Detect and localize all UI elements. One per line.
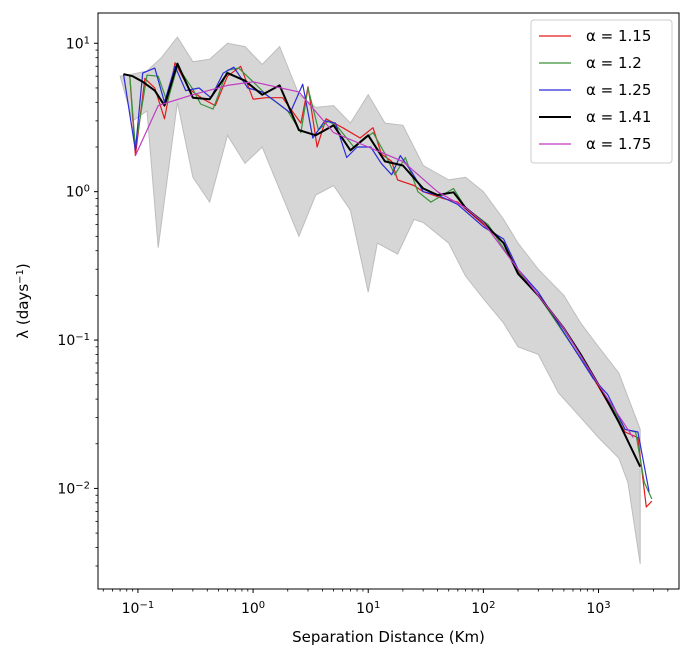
tick-label: 10−1	[57, 332, 90, 350]
tick-label-base: 10	[471, 601, 489, 617]
tick-label-base: 10	[66, 36, 84, 52]
x-axis-ticks: 10−1 100 101 102 103	[102, 589, 669, 618]
tick-label-base: 10	[66, 185, 84, 201]
tick-label-exponent: 0	[259, 600, 265, 611]
tick-label: 101	[356, 600, 380, 618]
tick-label-base: 10	[586, 601, 604, 617]
tick-label: 10−1	[122, 600, 155, 618]
tick-label-exponent: −1	[75, 332, 90, 343]
tick-label-exponent: 3	[604, 600, 610, 611]
legend-label: α = 1.25	[586, 81, 651, 99]
y-axis-label-main: λ (days	[14, 284, 32, 339]
tick-label-base: 10	[241, 601, 259, 617]
legend-label: α = 1.41	[586, 108, 651, 126]
tick-label-exponent: −1	[139, 600, 154, 611]
y-axis-label-sup: −1	[15, 269, 26, 284]
tick-label-exponent: 2	[489, 600, 495, 611]
tick-label: 101	[66, 35, 90, 53]
legend-label: α = 1.75	[586, 135, 651, 153]
series-line-4	[134, 81, 634, 438]
y-axis-label-close: )	[14, 263, 32, 269]
tick-label-exponent: 1	[84, 35, 90, 46]
legend-label: α = 1.15	[586, 27, 651, 45]
tick-label-base: 10	[122, 601, 140, 617]
legend: α = 1.15 α = 1.2 α = 1.25 α = 1.41 α = 1.75	[530, 19, 673, 164]
tick-label: 102	[471, 600, 495, 618]
legend-label: α = 1.2	[586, 54, 642, 72]
tick-label-base: 10	[57, 333, 75, 349]
series-lines	[122, 62, 653, 508]
band-area	[119, 36, 641, 564]
tick-label-exponent: 1	[374, 600, 380, 611]
tick-label: 100	[241, 600, 265, 618]
tick-label: 100	[66, 183, 90, 201]
tick-label: 10−2	[57, 480, 90, 498]
plot-frame	[97, 12, 680, 590]
tick-label-exponent: 0	[84, 183, 90, 194]
tick-label-exponent: −2	[75, 480, 90, 491]
tick-label-base: 10	[57, 481, 75, 497]
tick-label-base: 10	[356, 601, 374, 617]
legend-box	[530, 19, 673, 164]
x-axis-label: Separation Distance (Km)	[292, 628, 485, 646]
y-axis-label: λ (days−1)	[14, 263, 32, 339]
tick-label: 103	[586, 600, 610, 618]
uncertainty-band	[119, 36, 641, 564]
